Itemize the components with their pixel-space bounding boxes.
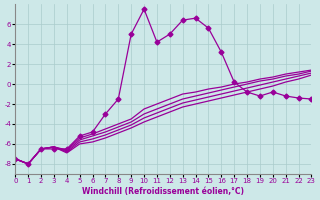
X-axis label: Windchill (Refroidissement éolien,°C): Windchill (Refroidissement éolien,°C) bbox=[82, 187, 244, 196]
